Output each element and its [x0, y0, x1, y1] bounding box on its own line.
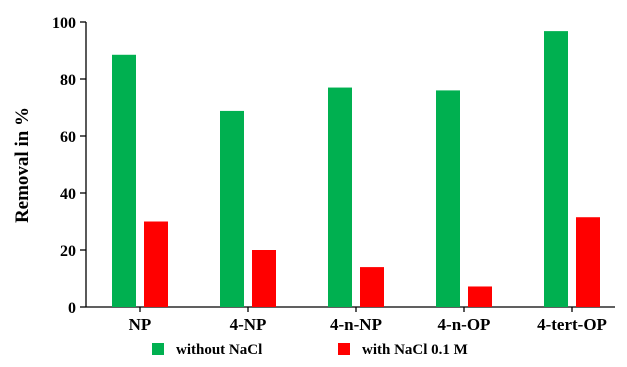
bar: [544, 31, 568, 308]
y-tick-label: 40: [60, 186, 76, 203]
legend-label: with NaCl 0.1 M: [362, 342, 468, 358]
x-tick-label: NP: [129, 315, 152, 334]
legend-swatch: [338, 343, 350, 355]
x-tick-label: 4-tert-OP: [537, 315, 607, 334]
bar: [468, 286, 492, 307]
x-tick-label: 4-NP: [230, 315, 267, 334]
bar: [576, 217, 600, 307]
legend-swatch: [152, 343, 164, 355]
bar: [112, 54, 136, 308]
y-tick-label: 0: [68, 300, 76, 317]
x-tick-label: 4-n-OP: [438, 315, 491, 334]
bar: [252, 250, 276, 307]
bar: [360, 267, 384, 307]
legend-label: without NaCl: [176, 342, 262, 358]
bar: [328, 87, 352, 307]
bar: [436, 90, 460, 308]
bar: [144, 221, 168, 307]
legend: without NaCl with NaCl 0.1 M: [152, 342, 468, 358]
y-tick-label: 80: [60, 72, 76, 89]
y-tick-label: 20: [60, 243, 76, 260]
x-tick-label: 4-n-NP: [330, 315, 382, 334]
y-tick-label: 100: [52, 15, 76, 32]
y-axis-title: Removal in %: [12, 107, 33, 223]
bar: [220, 110, 244, 307]
y-tick-label: 60: [60, 129, 76, 146]
plot-area: 0 20 40 60 80 100 NP 4-NP 4-n-NP 4-n-OP 4-tert-OP: [52, 15, 615, 334]
